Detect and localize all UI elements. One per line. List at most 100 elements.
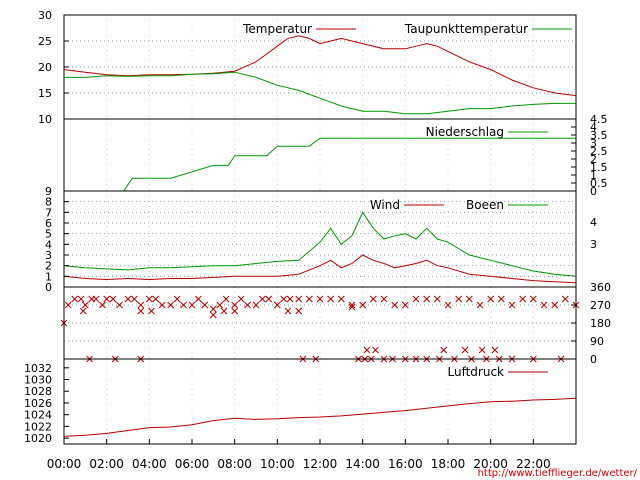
y-tick-label: 15 xyxy=(38,87,52,100)
y-tick-label: 9 xyxy=(45,185,52,198)
wind-direction-point xyxy=(476,301,484,309)
y-tick-label: 8 xyxy=(45,196,52,209)
wind-direction-point xyxy=(79,307,87,315)
wind-direction-point xyxy=(231,301,239,309)
wind-direction-point xyxy=(363,346,371,354)
wind-direction-point xyxy=(391,301,399,309)
wind-direction-point xyxy=(145,295,153,303)
legend-label: Wind xyxy=(370,198,400,212)
wind-direction-point xyxy=(440,346,448,354)
wind-direction-point xyxy=(103,295,111,303)
legend-label: Niederschlag xyxy=(426,125,504,139)
legend-label: Boeen xyxy=(466,198,504,212)
y-tick-label: 180 xyxy=(590,317,611,330)
wind-direction-point xyxy=(369,295,377,303)
wind-direction-point xyxy=(380,295,388,303)
wind-direction-point xyxy=(259,295,266,303)
y-tick-label: 1022 xyxy=(24,420,52,433)
x-tick-label: 08:00 xyxy=(217,457,252,471)
wind-direction-point xyxy=(137,301,145,309)
wind-direction-point xyxy=(359,301,367,309)
wind-direction-point xyxy=(220,307,228,315)
x-tick-label: 18:00 xyxy=(431,457,466,471)
wind-direction-point xyxy=(148,307,155,315)
y-tick-label: 4.5 xyxy=(590,113,608,126)
y-tick-label: 3 xyxy=(590,137,597,150)
y-tick-label: 1026 xyxy=(24,397,52,410)
wind-direction-point xyxy=(372,346,379,354)
legend-label: Taupunkttemperatur xyxy=(404,22,528,36)
wind-direction-point xyxy=(216,301,224,309)
wind-direction-point xyxy=(305,295,313,303)
y-tick-label: 2 xyxy=(45,260,52,273)
wind-direction-point xyxy=(348,301,356,309)
x-tick-label: 06:00 xyxy=(175,457,210,471)
wind-direction-point xyxy=(327,295,335,303)
wind-direction-point xyxy=(280,295,288,303)
wind-direction-point xyxy=(316,295,324,303)
wind-direction-point xyxy=(116,301,123,309)
wind-direction-point xyxy=(195,295,202,303)
wind-direction-point xyxy=(478,346,486,354)
y-tick-label: 30 xyxy=(38,9,52,22)
wind-direction-point xyxy=(131,295,138,303)
wind-direction-point xyxy=(433,295,441,303)
wind-direction-point xyxy=(465,295,473,303)
y-tick-label: 20 xyxy=(38,61,52,74)
wind-direction-point xyxy=(561,295,569,303)
wind-direction-point xyxy=(455,295,463,303)
wind-direction-point xyxy=(286,295,294,303)
wind-direction-point xyxy=(77,295,85,303)
x-tick-label: 16:00 xyxy=(388,457,423,471)
wind-direction-point xyxy=(152,295,160,303)
source-url[interactable]: http://www.tiefflieger.de/wetter/ xyxy=(478,468,638,479)
series-line-boeen xyxy=(63,211,577,277)
wind-direction-point xyxy=(252,301,260,309)
wind-direction-point xyxy=(284,307,292,315)
series-line-wind xyxy=(63,254,577,284)
y-tick-label: 4 xyxy=(45,238,52,251)
y-tick-label: 90 xyxy=(590,335,604,348)
y-tick-label: 10 xyxy=(38,113,52,126)
wind-direction-point xyxy=(201,301,209,309)
series-line-luftdruck xyxy=(63,397,577,437)
y-tick-label: 7 xyxy=(45,206,52,219)
wind-direction-point xyxy=(444,301,452,309)
wind-direction-point xyxy=(167,301,175,309)
wind-direction-point xyxy=(222,295,230,303)
frame-layer xyxy=(63,14,577,445)
wind-direction-point xyxy=(173,295,181,303)
y-tick-label: 2.5 xyxy=(590,145,608,158)
y-tick-label: 360 xyxy=(590,281,611,294)
y-tick-label: 4 xyxy=(590,121,597,134)
y-tick-label: 1030 xyxy=(24,374,52,387)
legend-label: Temperatur xyxy=(242,22,312,36)
x-tick-label: 22:00 xyxy=(516,457,551,471)
wind-direction-point xyxy=(109,295,117,303)
x-tick-label: 20:00 xyxy=(473,457,508,471)
wind-direction-point xyxy=(295,295,303,303)
wind-direction-point xyxy=(265,295,273,303)
wind-direction-point xyxy=(491,346,499,354)
wind-direction-point xyxy=(137,307,145,315)
y-tick-label: 1032 xyxy=(24,362,52,375)
y-tick-label: 25 xyxy=(38,35,52,48)
legend-label: Luftdruck xyxy=(447,365,504,379)
y-tick-label: 3.5 xyxy=(590,129,608,142)
y-tick-label: 1 xyxy=(590,169,597,182)
y-tick-label: 0.5 xyxy=(590,177,608,190)
wind-direction-point xyxy=(487,295,495,303)
y-tick-label: 1020 xyxy=(24,432,52,445)
wind-direction-point xyxy=(92,295,100,303)
wind-direction-point xyxy=(209,311,217,319)
y-tick-label: 1.5 xyxy=(590,161,608,174)
legend-layer: Temperatur Taupunkttemperatur Niederschlag… xyxy=(242,22,572,379)
y-tick-label: 1028 xyxy=(24,385,52,398)
y-tick-label: 2 xyxy=(590,153,597,166)
wind-direction-point xyxy=(337,295,345,303)
x-tick-label: 00:00 xyxy=(47,457,82,471)
y-tick-label: 5 xyxy=(45,228,52,241)
y-tick-label: 1024 xyxy=(24,409,52,422)
y-tick-label: 1 xyxy=(45,270,52,283)
y-tick-label: 270 xyxy=(590,299,611,312)
